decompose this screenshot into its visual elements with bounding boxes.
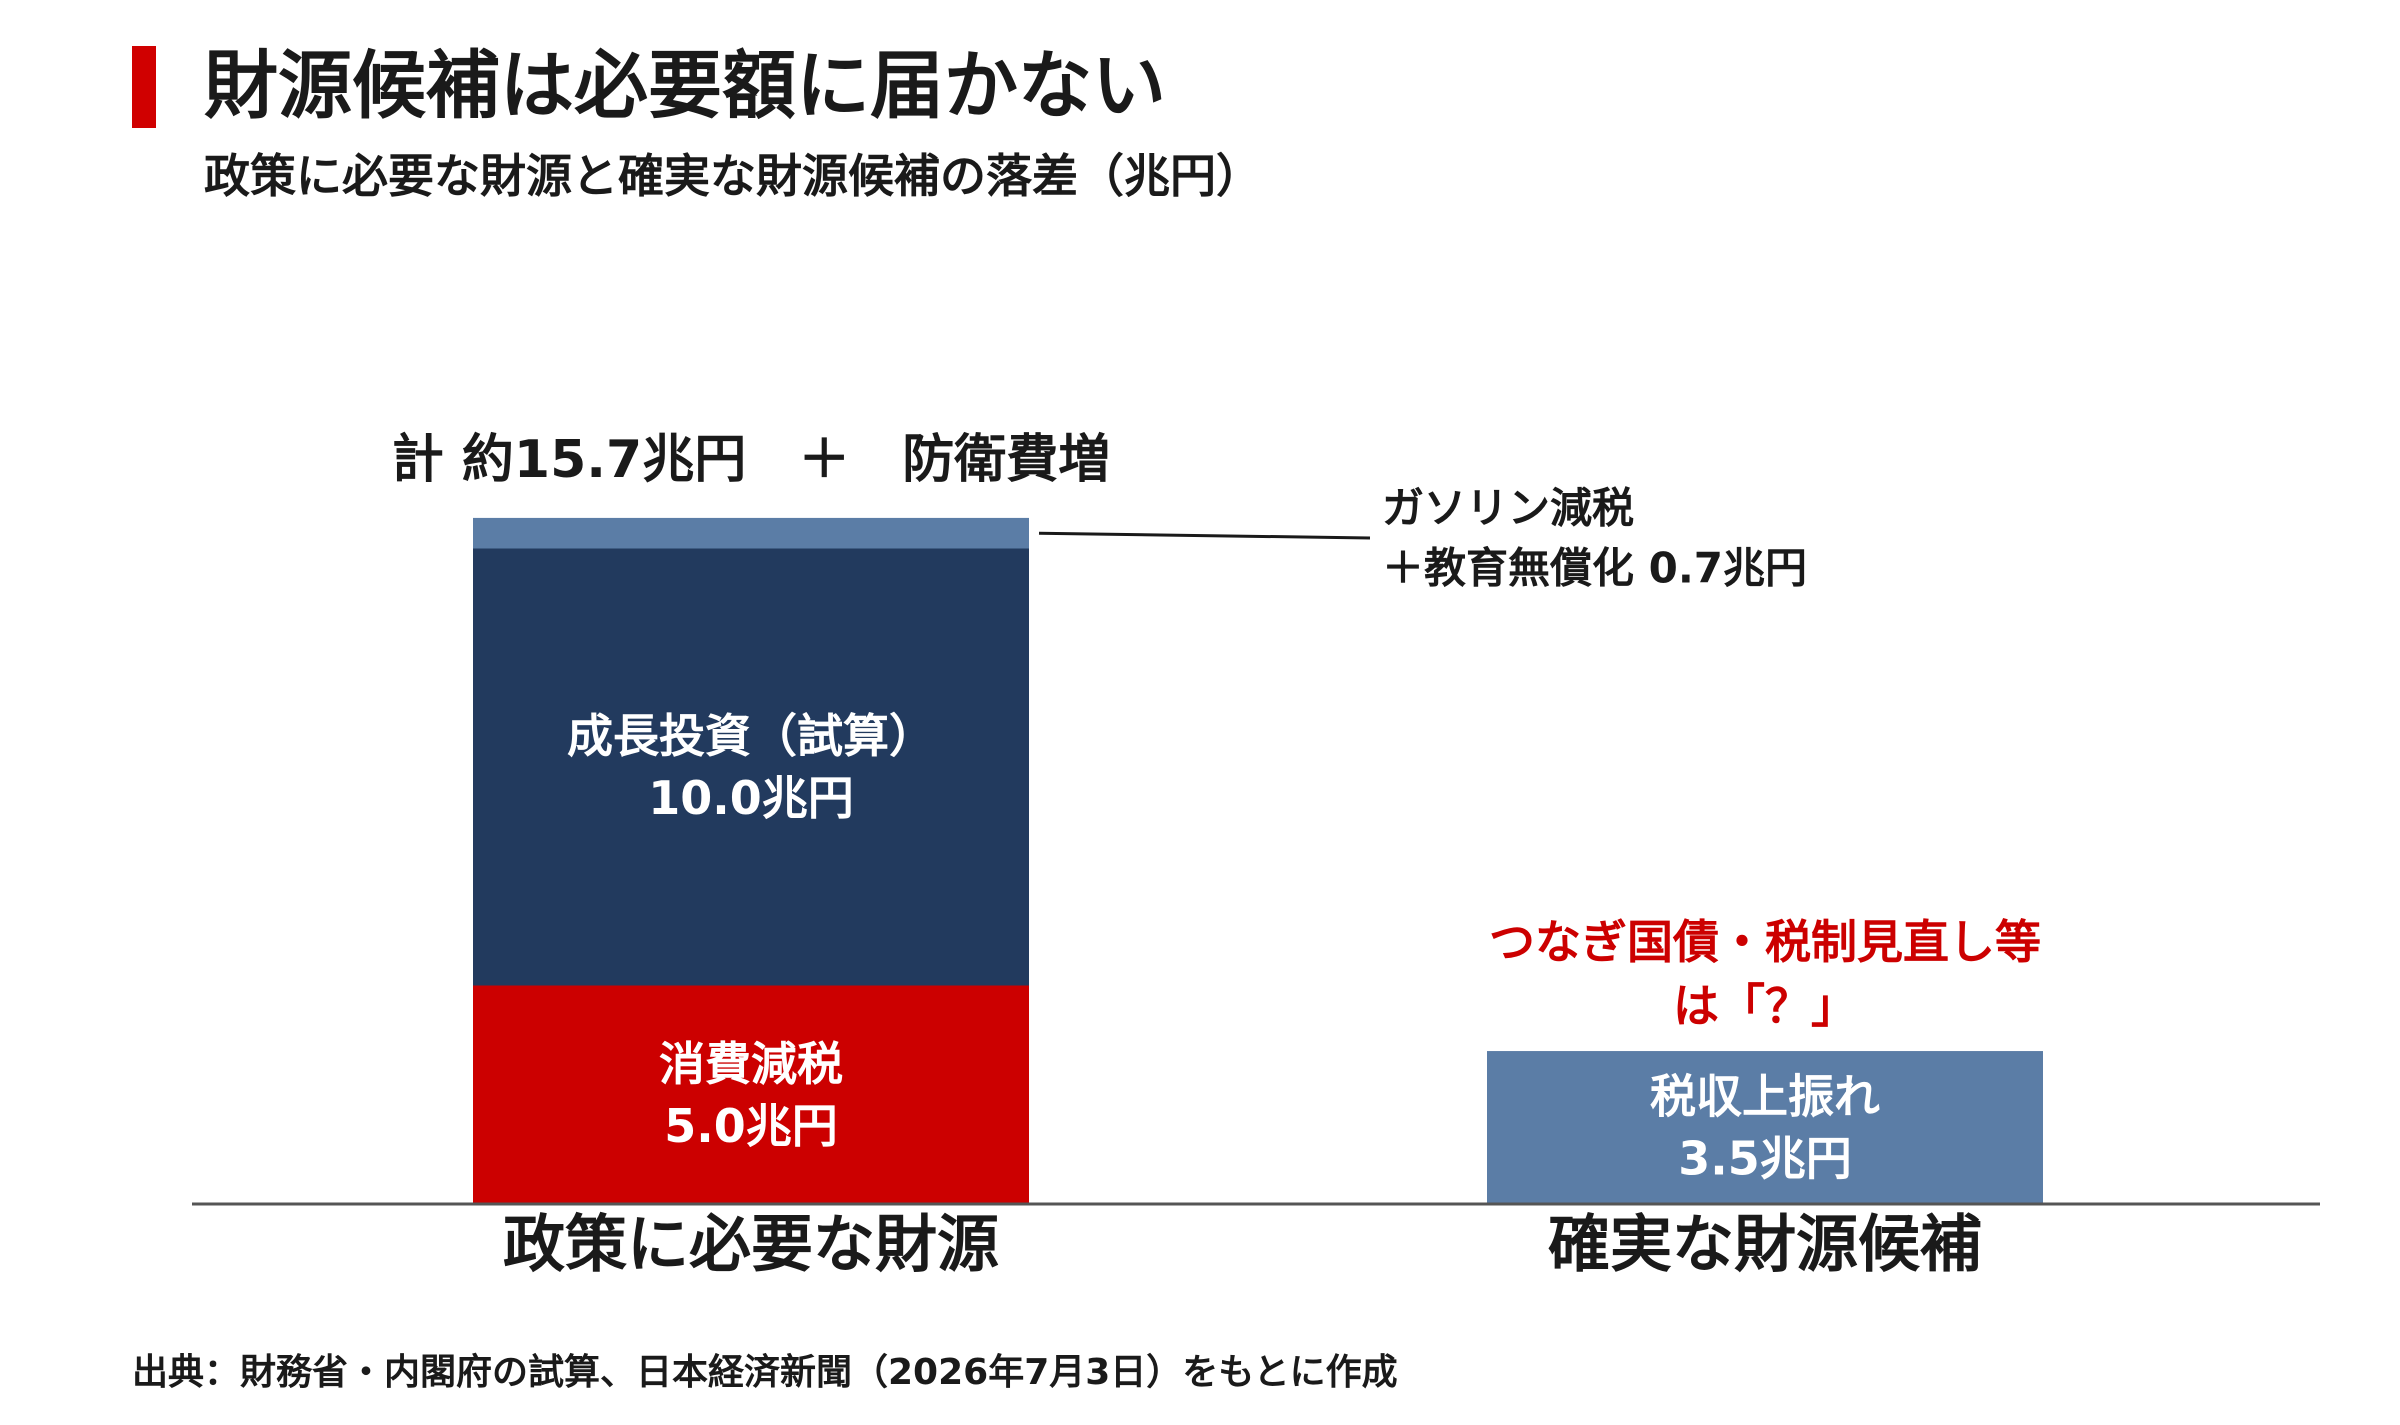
callout-text-line-1: ガソリン減税 <box>1382 484 1634 533</box>
x-category-label-2: 確実な財源候補 <box>1548 1208 1982 1281</box>
chart-title: 財源候補は必要額に届かない <box>204 43 1166 129</box>
bar-2-annotation-line-2: は「？」 <box>1673 979 1857 1033</box>
callout-text-line-2: ＋教育無償化 0.7兆円 <box>1382 544 1807 593</box>
bar-1-segment-1-label-line-2: 5.0兆円 <box>664 1099 838 1153</box>
callout-leader-line <box>1038 531 1371 540</box>
bar-1-segment-2-label-line-2: 10.0兆円 <box>648 771 854 825</box>
bar-2-segment-1-label-line-1: 税収上振れ <box>1650 1070 1880 1124</box>
bar-2-annotation-line-1: つなぎ国債・税制見直し等 <box>1489 915 2041 969</box>
bar-1-segment-2 <box>473 548 1029 986</box>
source-note: 出典：財務省・内閣府の試算、日本経済新聞（2026年7月3日）をもとに作成 <box>132 1352 1398 1393</box>
title-accent-bar <box>132 46 156 128</box>
bar-1-segment-1-label-line-1: 消費減税 <box>659 1037 843 1091</box>
chart-subtitle: 政策に必要な財源と確実な財源候補の落差（兆円） <box>204 149 1262 203</box>
total-label: 計 約15.7兆円 ＋ 防衛費増 <box>392 430 1110 490</box>
bar-2-segment-1-label-line-2: 3.5兆円 <box>1678 1132 1852 1186</box>
x-category-label-1: 政策に必要な財源 <box>503 1208 999 1281</box>
bar-2-segment-1 <box>1487 1051 2043 1204</box>
stacked-bar-chart: 消費減税 5.0兆円 成長投資（試算） 10.0兆円 ガソリン減税 ＋教育無償化 0.7兆… <box>192 430 2320 1281</box>
bar-1-segment-3 <box>473 517 1029 549</box>
bar-1-segment-2-label-line-1: 成長投資（試算） <box>567 709 935 763</box>
bar-1-segment-1 <box>473 985 1029 1204</box>
